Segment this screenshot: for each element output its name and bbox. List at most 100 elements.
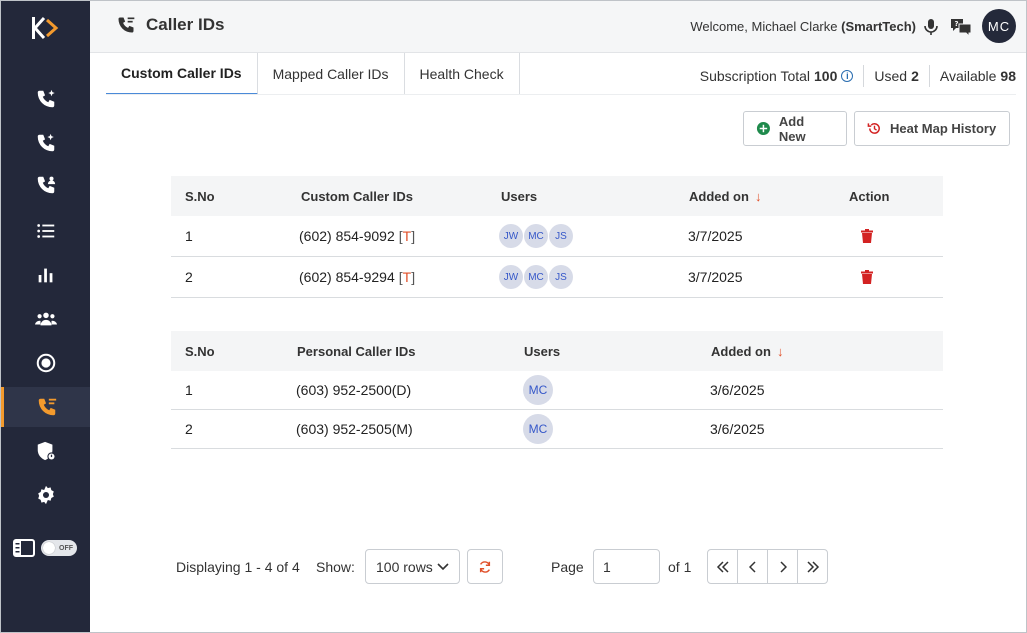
custom-caller-ids-table: S.No Custom Caller IDs Users Added on ↓ … — [171, 176, 943, 298]
last-page-button[interactable] — [798, 550, 827, 583]
history-icon — [867, 123, 880, 134]
double-chevron-left-icon — [716, 560, 729, 573]
available-label: Available — [939, 68, 997, 84]
sidebar-item-contacts[interactable] — [1, 165, 90, 205]
top-header: Caller IDs Welcome, Michael Clarke (Smar… — [90, 1, 1026, 53]
chevron-right-icon — [779, 560, 787, 573]
subscription-stats: Subscription Total 100 i Used 2 Availabl… — [700, 65, 1016, 87]
chevron-down-icon — [437, 562, 449, 570]
user-chip[interactable]: MC — [524, 265, 548, 289]
delete-button[interactable] — [861, 216, 873, 256]
heat-map-history-button[interactable]: Heat Map History — [854, 111, 1010, 146]
row-added-on: 3/6/2025 — [710, 421, 765, 437]
header-sno: S.No — [185, 343, 215, 359]
welcome-text: Welcome, Michael Clarke (SmartTech) — [690, 19, 916, 34]
welcome-user: Welcome, Michael Clarke — [690, 19, 838, 34]
row-number: (603) 952-2500(D) — [296, 382, 412, 398]
info-icon[interactable]: i — [841, 70, 854, 82]
microphone-icon[interactable] — [921, 17, 941, 37]
plus-circle-icon — [756, 121, 770, 136]
chat-help-icon[interactable]: ? — [950, 17, 972, 38]
user-chip[interactable]: MC — [524, 224, 548, 248]
sidebar: OFF — [1, 1, 90, 632]
page-label: Page — [551, 559, 584, 575]
row-number: (602) 854-9092 [T] — [299, 216, 415, 256]
sidebar-item-power-dialer[interactable] — [1, 123, 90, 163]
caller-id-tag: [T] — [398, 269, 416, 285]
sidebar-item-security[interactable] — [1, 431, 90, 471]
row-users: MC — [523, 371, 553, 409]
page-title: Caller IDs — [116, 15, 224, 35]
user-chip[interactable]: JW — [499, 224, 523, 248]
next-page-button[interactable] — [768, 550, 798, 583]
caller-id-number: (602) 854-9092 — [299, 228, 395, 244]
header-action: Action — [849, 188, 890, 204]
welcome-company: (SmartTech) — [841, 19, 916, 34]
personal-caller-ids-table: S.No Personal Caller IDs Users Added on … — [171, 331, 943, 449]
table-row: 2 (602) 854-9294 [T] JW MC JS 3/7/2025 — [171, 257, 943, 298]
first-page-button[interactable] — [708, 550, 738, 583]
header-added-on-label: Added on — [711, 343, 771, 359]
delete-button[interactable] — [861, 257, 873, 297]
sort-down-icon: ↓ — [776, 343, 784, 359]
sidebar-item-team[interactable] — [1, 299, 90, 339]
divider — [928, 65, 930, 87]
sidebar-item-caller-ids[interactable] — [1, 387, 90, 427]
add-new-button[interactable]: Add New — [743, 111, 847, 146]
tab-health-check[interactable]: Health Check — [404, 53, 520, 95]
row-users: JW MC JS — [499, 257, 573, 297]
row-sno: 1 — [185, 228, 193, 244]
row-number: (603) 952-2505(M) — [296, 421, 413, 437]
user-avatar[interactable]: MC — [982, 9, 1016, 43]
refresh-button[interactable] — [467, 549, 503, 584]
show-label: Show: — [316, 559, 355, 575]
user-chip[interactable]: JS — [549, 224, 573, 248]
header-added-on[interactable]: Added on ↓ — [689, 176, 761, 216]
header-users: Users — [524, 343, 561, 359]
displaying-text: Displaying 1 - 4 of 4 — [176, 559, 300, 575]
sidebar-panel-icon — [13, 539, 35, 557]
sidebar-item-dialer[interactable] — [1, 79, 90, 119]
page-number-input[interactable] — [593, 549, 660, 584]
app-logo[interactable] — [29, 13, 63, 43]
used-label: Used — [874, 68, 908, 84]
row-added-on: 3/6/2025 — [710, 382, 765, 398]
sidebar-item-settings[interactable] — [1, 475, 90, 515]
header-added-on[interactable]: Added on ↓ — [711, 331, 783, 371]
subscription-total-label: Subscription Total — [699, 68, 811, 84]
team-icon — [34, 312, 57, 326]
sidebar-item-reports[interactable] — [1, 255, 90, 295]
rows-per-page-value: 100 rows — [376, 558, 433, 575]
used-value: 2 — [911, 68, 919, 84]
user-chip[interactable]: JW — [499, 265, 523, 289]
row-sno: 2 — [185, 421, 193, 437]
phone-star-icon — [37, 133, 54, 152]
user-chip[interactable]: JS — [549, 265, 573, 289]
bar-chart-icon — [38, 268, 52, 283]
row-added-on: 3/7/2025 — [688, 228, 743, 244]
user-chip[interactable]: MC — [523, 375, 553, 405]
rows-per-page-select[interactable]: 100 rows — [365, 549, 460, 584]
tab-mapped-caller-ids[interactable]: Mapped Caller IDs — [257, 53, 405, 95]
header-added-on-label: Added on — [689, 188, 749, 204]
table-row: 1 (603) 952-2500(D) MC 3/6/2025 — [171, 371, 943, 410]
phone-sparkle-icon — [37, 89, 55, 108]
tab-bar: Custom Caller IDs Mapped Caller IDs Heal… — [106, 53, 520, 95]
phone-callerid-icon — [38, 398, 57, 416]
row-added-on: 3/7/2025 — [688, 269, 743, 285]
sidebar-item-recording[interactable] — [1, 343, 90, 383]
chevron-left-icon — [748, 560, 756, 573]
prev-page-button[interactable] — [738, 550, 768, 583]
sort-down-icon: ↓ — [754, 188, 762, 204]
tab-divider — [106, 94, 1016, 95]
user-chip[interactable]: MC — [523, 414, 553, 444]
row-number: (602) 854-9294 [T] — [299, 257, 415, 297]
page-navigation — [707, 549, 828, 584]
header-sno: S.No — [185, 188, 215, 204]
table-row: 1 (602) 854-9092 [T] JW MC JS 3/7/2025 — [171, 216, 943, 257]
table-header: S.No Custom Caller IDs Users Added on ↓ … — [171, 176, 943, 216]
sidebar-toggle[interactable]: OFF — [41, 540, 77, 556]
trash-icon — [861, 270, 873, 284]
sidebar-item-lists[interactable] — [1, 211, 90, 251]
tab-custom-caller-ids[interactable]: Custom Caller IDs — [106, 53, 258, 95]
